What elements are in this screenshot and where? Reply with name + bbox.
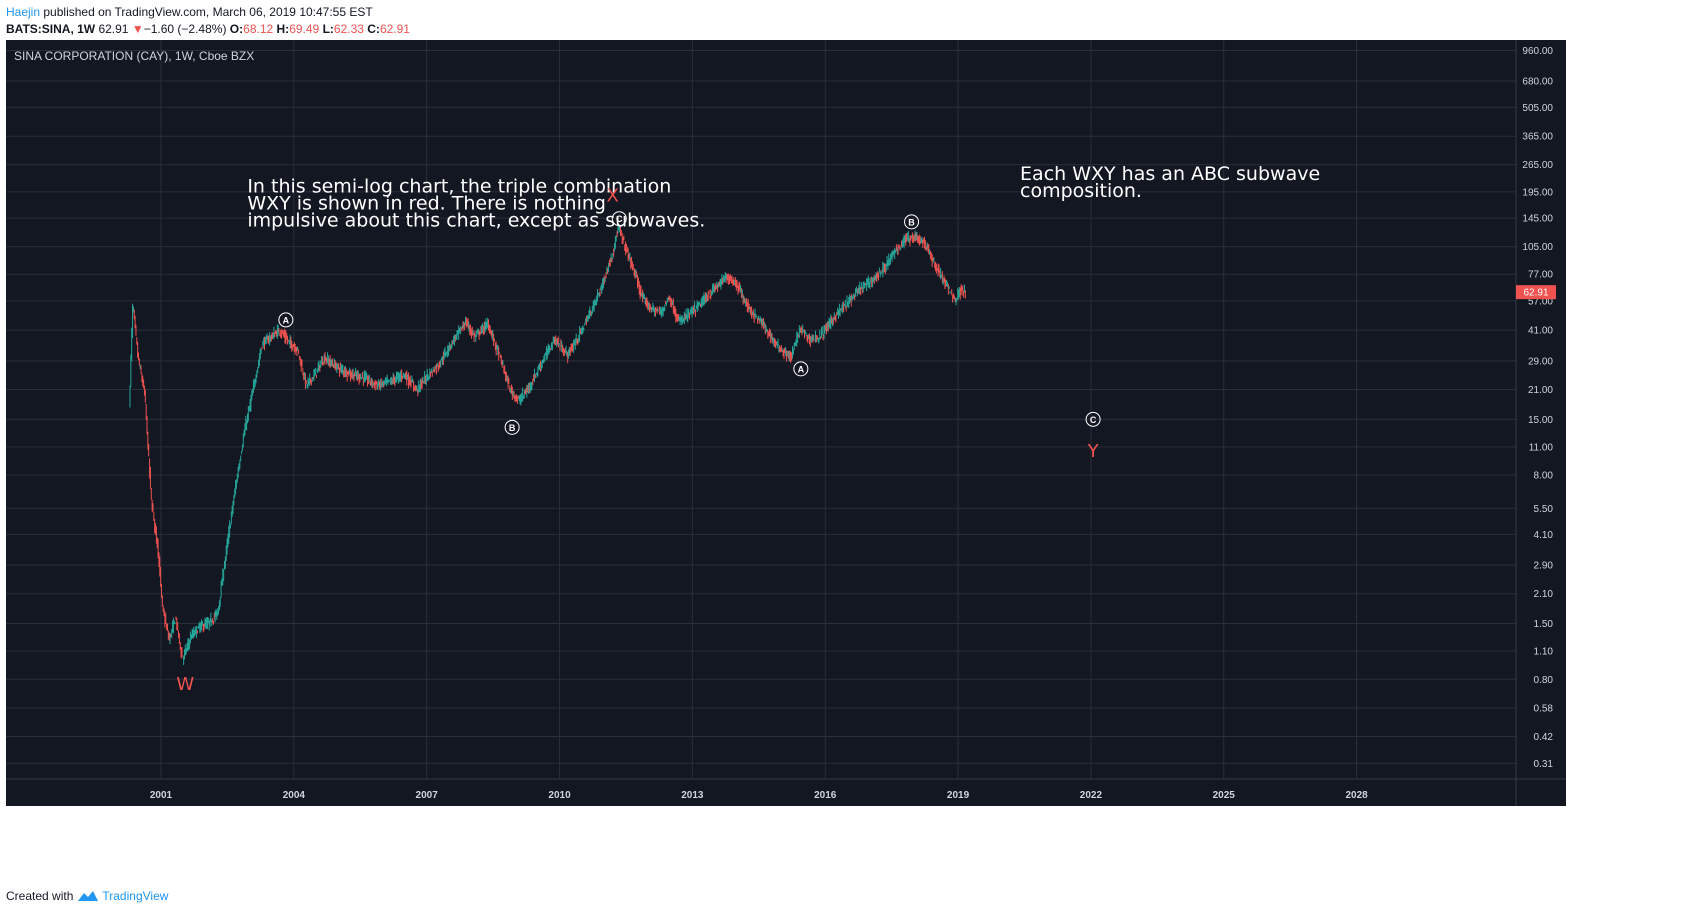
subwave-circle — [504, 419, 520, 435]
y-tick-label: 57.00 — [1528, 296, 1553, 307]
price-change: −1.60 (−2.48%) — [143, 22, 227, 36]
last-price-tag — [1516, 285, 1556, 300]
x-tick-label: 2025 — [1213, 790, 1236, 801]
subwave-label-c: C — [616, 214, 623, 224]
y-tick-label: 15.00 — [1528, 415, 1553, 426]
y-tick-label: 21.00 — [1528, 385, 1553, 396]
y-tick-label: 365.00 — [1522, 132, 1553, 143]
y-tick-label: 8.00 — [1534, 471, 1554, 482]
subwave-circle — [278, 312, 294, 328]
y-tick-label: 4.10 — [1534, 530, 1554, 541]
y-tick-label: 265.00 — [1522, 160, 1553, 171]
y-tick-label: 0.80 — [1534, 675, 1554, 686]
annotation-text: impulsive about this chart, except as su… — [247, 210, 705, 232]
x-tick-label: 2016 — [814, 790, 837, 801]
high-value: 69.49 — [289, 22, 320, 36]
subwave-label-b: B — [509, 423, 516, 433]
wave-label-x: X — [606, 185, 618, 206]
x-tick-label: 2019 — [947, 790, 970, 801]
y-tick-label: 505.00 — [1522, 103, 1553, 114]
subwave-circle — [1085, 411, 1101, 427]
subwave-label-c: C — [1090, 415, 1097, 425]
subwave-label-a: A — [283, 315, 290, 325]
close-value: 62.91 — [379, 22, 410, 36]
chart-background — [6, 40, 1566, 806]
y-tick-label: 1.50 — [1534, 619, 1554, 630]
annotation-text: WXY is shown in red. There is nothing — [247, 193, 606, 215]
y-tick-label: 680.00 — [1522, 77, 1553, 88]
open-label: O: — [229, 22, 244, 36]
y-tick-label: 11.00 — [1529, 442, 1554, 453]
x-tick-label: 2013 — [681, 790, 704, 801]
annotation-text: composition. — [1020, 180, 1142, 202]
publish-line: Haejin published on TradingView.com, Mar… — [6, 4, 410, 21]
y-tick-label: 0.58 — [1534, 703, 1554, 714]
x-tick-label: 2001 — [150, 790, 173, 801]
x-tick-label: 2022 — [1080, 790, 1103, 801]
x-tick-label: 2028 — [1345, 790, 1368, 801]
subwave-circle — [904, 214, 920, 230]
published-text: published on TradingView.com, March 06, … — [43, 5, 373, 19]
open-value: 68.12 — [243, 22, 274, 36]
x-tick-label: 2010 — [548, 790, 571, 801]
chart-header: Haejin published on TradingView.com, Mar… — [6, 4, 410, 38]
down-arrow-icon: ▼ — [131, 22, 144, 36]
y-tick-label: 2.10 — [1534, 589, 1554, 600]
created-with-text: Created with — [6, 889, 74, 903]
y-tick-label: 77.00 — [1528, 270, 1553, 281]
y-tick-label: 29.00 — [1528, 356, 1553, 367]
subwave-circle — [611, 211, 627, 227]
tradingview-link[interactable]: TradingView — [102, 889, 169, 903]
y-tick-label: 0.42 — [1534, 732, 1554, 743]
author-link[interactable]: Haejin — [6, 5, 41, 19]
x-tick-label: 2004 — [283, 790, 306, 801]
tradingview-logo-icon — [78, 891, 99, 901]
subwave-circle — [793, 361, 809, 377]
x-tick-label: 2007 — [416, 790, 439, 801]
y-tick-label: 105.00 — [1522, 242, 1553, 253]
footer: Created with TradingView — [6, 889, 168, 903]
high-label: H: — [276, 22, 290, 36]
candles-group — [129, 224, 966, 666]
wave-label-y: Y — [1087, 441, 1100, 462]
y-tick-label: 0.31 — [1534, 759, 1554, 770]
close-label: C: — [367, 22, 380, 36]
ohlc-line: BATS:SINA, 1W 62.91 ▼−1.60 (−2.48%) O:68… — [6, 21, 410, 38]
low-label: L: — [322, 22, 334, 36]
subwave-label-b: B — [908, 217, 915, 227]
y-tick-label: 195.00 — [1522, 187, 1553, 198]
y-tick-label: 960.00 — [1522, 46, 1553, 57]
y-tick-label: 41.00 — [1528, 326, 1553, 337]
chart-title: SINA CORPORATION (CAY), 1W, Cboe BZX — [14, 49, 254, 63]
wave-label-w: W — [176, 674, 194, 695]
subwave-label-a: A — [798, 364, 805, 374]
y-tick-label: 2.90 — [1534, 561, 1554, 572]
y-tick-label: 145.00 — [1522, 214, 1553, 225]
symbol-label: BATS:SINA, 1W — [6, 22, 96, 36]
annotation-text: In this semi-log chart, the triple combi… — [247, 176, 671, 198]
annotation-text: Each WXY has an ABC subwave — [1020, 163, 1320, 185]
low-value: 62.33 — [333, 22, 364, 36]
last-price-tag-label: 62.91 — [1523, 288, 1548, 299]
y-tick-label: 5.50 — [1534, 504, 1554, 515]
y-tick-label: 1.10 — [1534, 647, 1554, 658]
last-price: 62.91 — [98, 22, 129, 36]
